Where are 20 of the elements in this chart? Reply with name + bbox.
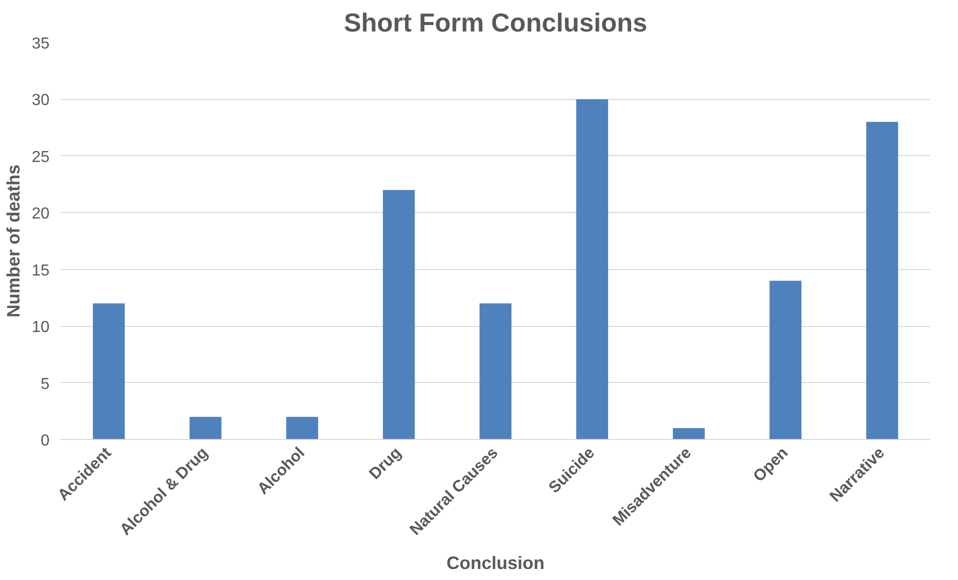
y-axis-title: Number of deaths [4,164,24,318]
y-tick-label: 10 [32,319,50,336]
bar [382,190,415,440]
bar [92,303,125,440]
y-tick-label: 15 [32,262,50,280]
chart-title: Short Form Conclusions [344,8,648,38]
y-tick-label: 30 [32,92,50,110]
bar [576,99,608,440]
y-tick-label: 5 [40,376,50,393]
bar [866,122,898,440]
bar [480,303,512,440]
y-tick-label: 25 [32,148,50,166]
bar [672,428,705,440]
x-axis-title: Conclusion [446,552,544,573]
bar [190,416,222,440]
y-tick-label: 0 [40,432,50,450]
y-tick-label: 20 [32,206,50,223]
bar [770,280,802,440]
bar [286,416,318,440]
y-tick-label: 35 [32,36,50,52]
